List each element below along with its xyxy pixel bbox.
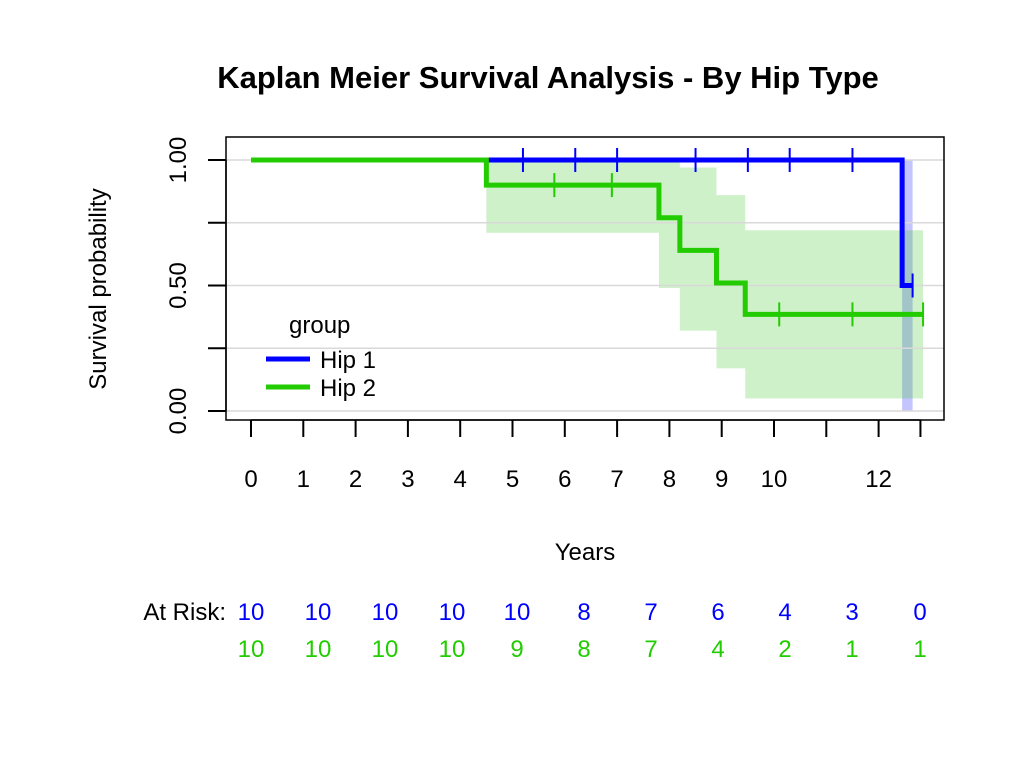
y-tick-label: 0.50 [165,262,192,309]
at-risk-value: 6 [711,599,724,626]
chart-title: Kaplan Meier Survival Analysis - By Hip … [217,60,879,95]
at-risk-value: 8 [577,599,590,626]
x-tick-label: 4 [454,466,467,493]
at-risk-value: 7 [644,599,657,626]
x-tick-label: 1 [297,466,310,493]
at-risk-label: At Risk: [143,599,226,626]
at-risk-value: 8 [577,636,590,663]
x-axis-label: Years [555,539,616,566]
at-risk-value: 9 [510,636,523,663]
x-tick-label: 5 [506,466,519,493]
x-tick-label: 8 [663,466,676,493]
at-risk-value: 10 [372,636,399,663]
at-risk-value: 10 [439,636,466,663]
x-tick-label: 12 [865,466,892,493]
x-tick-label: 3 [401,466,414,493]
at-risk-value: 3 [845,599,858,626]
at-risk-value: 10 [238,636,265,663]
at-risk-value: 1 [845,636,858,663]
at-risk-table: At Risk: 10 10 10 10 10 8 7 6 4 3 0 10 10 10 10 9 8 7 4 2 1 1 [143,599,926,663]
at-risk-value: 7 [644,636,657,663]
at-risk-value: 10 [305,599,332,626]
x-tick-label: 7 [610,466,623,493]
survival-curve [251,157,924,317]
x-tick-label: 6 [558,466,571,493]
at-risk-value: 10 [372,599,399,626]
at-risk-value: 10 [305,636,332,663]
at-risk-value: 2 [778,636,791,663]
at-risk-value: 0 [913,599,926,626]
x-tick-label: 9 [715,466,728,493]
at-risk-value: 10 [439,599,466,626]
survival-curve [251,157,913,288]
y-tick-label: 1.00 [165,137,192,184]
at-risk-value: 10 [238,599,265,626]
y-axis-label: Survival probability [85,188,112,389]
ci-band [486,160,659,233]
x-tick-label: 10 [761,466,788,493]
axes: 0 1 2 3 4 5 6 7 8 9 10 120.000.501.00 [165,137,922,493]
x-tick-label: 0 [244,466,257,493]
x-tick-label: 2 [349,466,362,493]
legend-entry: Hip 2 [320,375,376,402]
y-tick-label: 0.00 [165,388,192,435]
legend-entry: Hip 1 [320,347,376,374]
survival-curves [251,148,925,327]
at-risk-value: 1 [913,636,926,663]
legend-title: group [289,312,350,339]
ci-band [658,160,680,289]
at-risk-value: 10 [504,599,531,626]
at-risk-value: 4 [778,599,791,626]
at-risk-value: 4 [711,636,724,663]
